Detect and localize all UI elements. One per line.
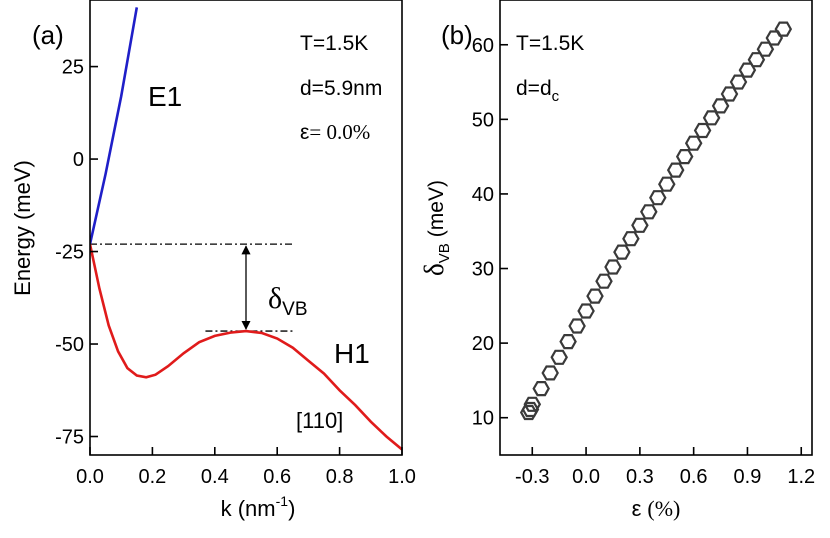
temperature-label-b: T=1.5K <box>516 32 584 55</box>
axis-ticks-a: 0.0 0.2 0.4 0.6 0.8 1.0 25 0 -25 -50 -75 <box>55 57 416 488</box>
data-point <box>532 381 550 397</box>
y-tick-label-a: -50 <box>55 334 84 356</box>
data-point <box>550 349 568 365</box>
y-tick-label-a: 25 <box>62 57 84 79</box>
x-tick-label-a: 1.0 <box>388 466 416 488</box>
x-axis-label-end: ) <box>288 496 295 521</box>
y-axis-label-b: δVB (meV) <box>419 180 453 276</box>
y-axis-unit-b: (meV) <box>425 180 448 237</box>
y-axis-symbol-b: δ <box>419 263 449 276</box>
thickness-label-b: d=dc <box>516 77 560 105</box>
y-tick-label-a: 0 <box>73 149 84 171</box>
y-tick-label-b: 20 <box>472 333 494 355</box>
y-tick-label-b: 50 <box>472 109 494 131</box>
h1-label: H1 <box>334 338 370 369</box>
y-tick-label-a: -25 <box>55 242 84 264</box>
data-point <box>568 318 586 334</box>
axis-ticks-b: -0.3 0.0 0.3 0.6 0.9 1.2 10 20 30 40 50 60 <box>472 35 815 488</box>
y-axis-sub-b: VB <box>436 243 453 263</box>
data-point <box>640 204 658 220</box>
panel-a: 0.0 0.2 0.4 0.6 0.8 1.0 25 0 -25 -50 -75 (a) T=1.5… <box>10 0 416 521</box>
reference-lines <box>90 243 293 332</box>
y-tick-label-b: 10 <box>472 408 494 430</box>
delta-vb-label: δVB <box>268 282 308 320</box>
y-axis-label-a: Energy (meV) <box>10 160 35 296</box>
x-tick-label-b: 0.6 <box>680 466 708 488</box>
y-tick-label-b: 30 <box>472 259 494 281</box>
data-point <box>577 303 595 319</box>
data-point <box>595 273 613 289</box>
x-axis-label-b: ε (%) <box>632 496 681 521</box>
x-axis-symbol-b: ε <box>632 496 642 521</box>
x-tick-label-a: 0.4 <box>201 466 229 488</box>
series-line-h1 <box>90 243 402 451</box>
temperature-label-a: T=1.5K <box>300 32 368 55</box>
thickness-main: d=d <box>516 77 552 100</box>
data-point <box>559 334 577 350</box>
data-point <box>631 217 649 233</box>
panel-label-a: (a) <box>32 20 64 50</box>
data-points <box>519 21 793 421</box>
x-tick-label-a: 0.0 <box>76 466 104 488</box>
x-tick-label-b: 1.2 <box>787 466 815 488</box>
x-tick-label-b: 0.0 <box>572 466 600 488</box>
x-tick-label-a: 0.8 <box>326 466 354 488</box>
direction-label: [110] <box>296 408 343 433</box>
series-line-e1 <box>90 7 139 245</box>
data-point <box>649 190 667 206</box>
panel-label-b: (b) <box>441 20 473 50</box>
x-tick-label-b: -0.3 <box>515 466 549 488</box>
data-point <box>675 149 694 165</box>
data-point <box>693 122 712 139</box>
panel-b: -0.3 0.0 0.3 0.6 0.9 1.2 10 20 30 40 50 60 (b) T=1.… <box>419 0 815 521</box>
x-tick-label-a: 0.2 <box>138 466 166 488</box>
band-curves <box>90 7 402 451</box>
data-point <box>541 365 559 381</box>
data-point <box>774 21 793 37</box>
data-point <box>586 288 604 304</box>
thickness-sub: c <box>552 88 560 105</box>
data-point <box>521 401 540 418</box>
data-point <box>613 244 631 260</box>
e1-label: E1 <box>148 81 182 112</box>
strain-label-a: ε= 0.0% <box>300 120 370 144</box>
strain-value: = 0.0% <box>309 120 370 144</box>
x-tick-label-b: 0.3 <box>626 466 654 488</box>
data-point <box>666 162 685 178</box>
x-axis-unit-b: (%) <box>647 496 680 521</box>
data-point <box>519 404 538 421</box>
thickness-label-a: d=5.9nm <box>300 77 382 100</box>
x-tick-label-b: 0.9 <box>734 466 762 488</box>
plot-frame-b <box>499 0 813 456</box>
data-point <box>604 259 622 275</box>
y-tick-label-a: -75 <box>55 427 84 449</box>
data-point <box>622 231 640 247</box>
data-point <box>684 135 703 151</box>
x-tick-label-a: 0.6 <box>263 466 291 488</box>
y-tick-label-b: 40 <box>472 184 494 206</box>
x-axis-label-a: k (nm-1) <box>221 493 296 521</box>
y-tick-label-b: 60 <box>472 35 494 57</box>
plot-frame-a <box>89 0 403 456</box>
x-axis-label-sup: -1 <box>276 493 289 509</box>
data-point <box>658 176 676 192</box>
strain-symbol: ε <box>300 121 309 144</box>
x-axis-label-main: k (nm <box>221 496 276 521</box>
delta-symbol: δ <box>268 282 282 315</box>
delta-subscript: VB <box>282 299 307 320</box>
data-point <box>523 396 542 412</box>
